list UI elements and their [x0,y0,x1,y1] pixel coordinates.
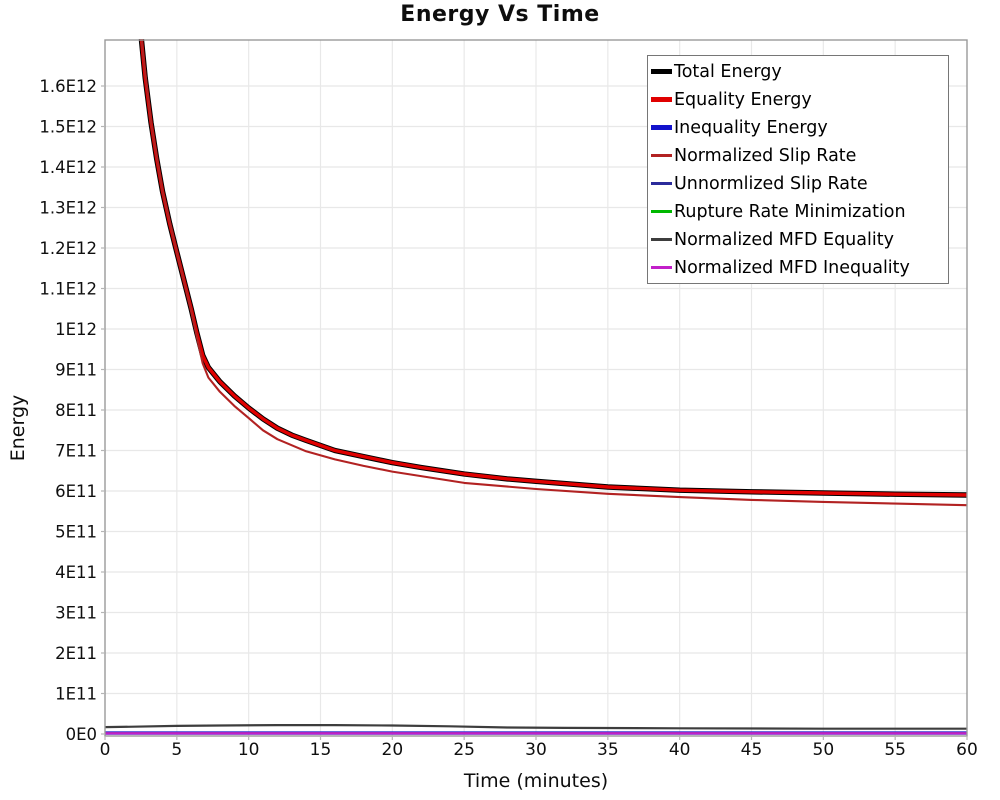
legend-label-inequality-energy: Inequality Energy [674,117,828,138]
legend-label-rupture-rate-minimization: Rupture Rate Minimization [674,201,906,222]
y-tick-label: 1.2E12 [39,239,97,258]
x-tick-label: 40 [669,740,691,760]
legend-item-inequality-energy: Inequality Energy [651,114,944,141]
legend-label-normalized-slip-rate: Normalized Slip Rate [674,145,857,166]
y-tick-label: 3E11 [55,604,97,623]
legend-swatch-inequality-energy [651,125,672,130]
series-normalized-slip-rate [140,39,967,507]
x-tick-label: 60 [956,740,978,760]
y-tick-label: 1.3E12 [39,199,97,218]
legend-swatch-unnormalized-slip-rate [651,182,672,185]
y-tick-label: 1.6E12 [39,77,97,96]
x-tick-label: 30 [525,740,547,760]
legend-swatch-normalized-mfd-equality [651,238,672,241]
legend-item-rupture-rate-minimization: Rupture Rate Minimization [651,198,944,225]
y-tick-label: 7E11 [55,442,97,461]
series-normalized-mfd-equality [105,723,967,730]
y-tick-label: 9E11 [55,361,97,380]
legend-label-normalized-mfd-inequality: Normalized MFD Inequality [674,257,910,278]
legend-label-unnormalized-slip-rate: Unnormlized Slip Rate [674,173,868,194]
x-tick-label: 25 [453,740,475,760]
y-tick-label: 1E12 [55,320,97,339]
legend-item-normalized-mfd-equality: Normalized MFD Equality [651,226,944,253]
legend-label-total-energy: Total Energy [674,61,782,82]
y-tick-label: 6E11 [55,482,97,501]
x-tick-label: 20 [382,740,404,760]
y-tick-label: 1.1E12 [39,280,97,299]
legend-swatch-equality-energy [651,97,672,102]
x-axis-title: Time (minutes) [463,770,609,792]
x-tick-label: 10 [238,740,260,760]
legend-item-normalized-mfd-inequality: Normalized MFD Inequality [651,254,944,281]
legend-item-equality-energy: Equality Energy [651,86,944,113]
y-tick-label: 5E11 [55,523,97,542]
legend: Total Energy Equality Energy Inequality En… [647,55,949,284]
legend-swatch-normalized-slip-rate [651,154,672,157]
legend-swatch-total-energy [651,69,672,74]
y-tick-label: 2E11 [55,644,97,663]
x-tick-label: 0 [100,740,111,760]
chart-title: Energy Vs Time [400,2,600,27]
x-tick-label: 35 [597,740,619,760]
y-tick-label: 0E0 [66,725,97,744]
y-tick-label: 1.4E12 [39,158,97,177]
series-group [105,39,967,735]
x-tick-label: 15 [310,740,332,760]
x-tick-label: 55 [884,740,906,760]
legend-item-normalized-slip-rate: Normalized Slip Rate [651,142,944,169]
axis-ticks: 0E0 1E11 2E11 3E11 4E11 5E11 6E11 7E11 8E11 9E11 1… [39,77,977,760]
legend-swatch-rupture-rate-minimization [651,210,672,213]
y-tick-label: 8E11 [55,401,97,420]
legend-item-unnormalized-slip-rate: Unnormlized Slip Rate [651,170,944,197]
legend-item-total-energy: Total Energy [651,58,944,85]
x-tick-label: 5 [171,740,182,760]
legend-label-normalized-mfd-equality: Normalized MFD Equality [674,229,894,250]
x-tick-label: 45 [741,740,763,760]
y-tick-label: 4E11 [55,563,97,582]
x-tick-label: 50 [813,740,835,760]
legend-swatch-normalized-mfd-inequality [651,266,672,269]
gridlines [105,40,967,736]
y-tick-label: 1.5E12 [39,118,97,137]
legend-label-equality-energy: Equality Energy [674,89,812,110]
y-tick-label: 1E11 [55,685,97,704]
